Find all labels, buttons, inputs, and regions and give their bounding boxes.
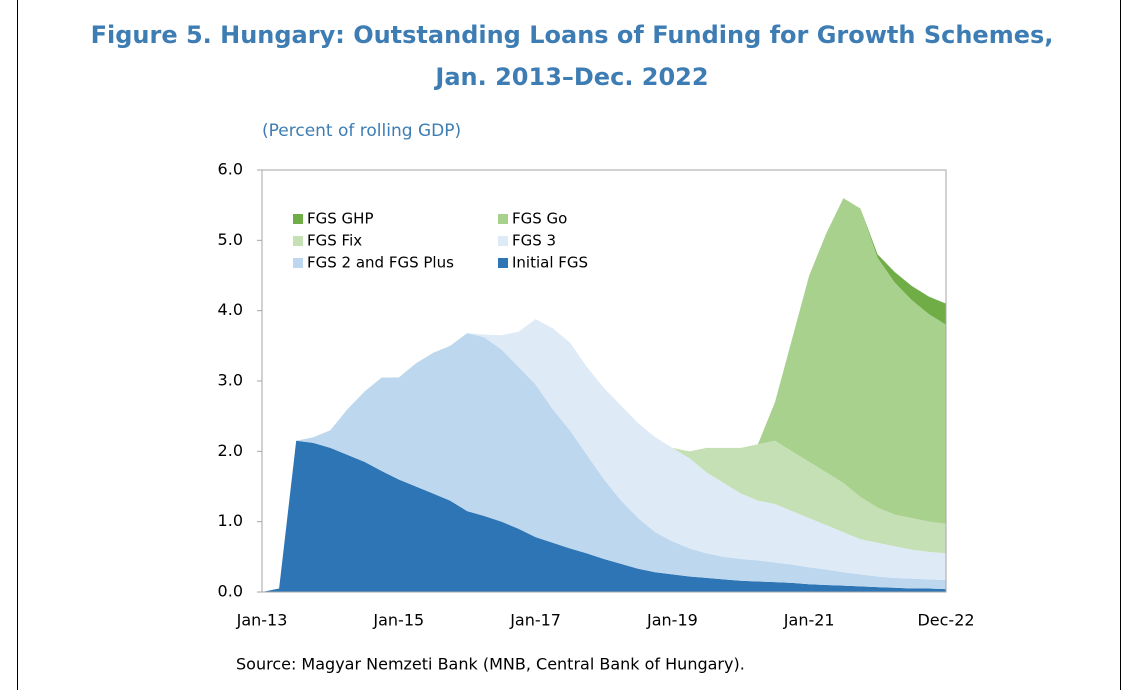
chart-subtitle: Jan. 2013–Dec. 2022 [433, 63, 708, 91]
legend-label: FGS Fix [307, 232, 362, 250]
y-axis-label: (Percent of rolling GDP) [262, 121, 461, 141]
y-tick-label: 1.0 [218, 511, 243, 530]
chart-title: Figure 5. Hungary: Outstanding Loans of … [91, 21, 1054, 49]
legend-swatch [498, 214, 508, 224]
y-tick-label: 4.0 [218, 300, 243, 319]
y-tick-label: 3.0 [218, 371, 243, 390]
legend-label: FGS GHP [307, 210, 374, 228]
legend-swatch [498, 236, 508, 246]
legend-swatch [293, 214, 303, 224]
legend-label: FGS 3 [512, 232, 556, 250]
x-tick-label: Jan-19 [646, 611, 698, 630]
x-tick-label: Dec-22 [917, 611, 974, 630]
legend-label: Initial FGS [512, 254, 588, 272]
legend-label: FGS Go [512, 210, 567, 228]
area [262, 198, 946, 592]
x-tick-label: Jan-21 [783, 611, 835, 630]
legend-label: FGS 2 and FGS Plus [307, 254, 454, 272]
source-note: Source: Magyar Nemzeti Bank (MNB, Centra… [236, 655, 745, 674]
x-tick-label: Jan-17 [509, 611, 561, 630]
area [262, 440, 946, 592]
legend-swatch [498, 258, 508, 268]
x-tick-label: Jan-13 [236, 611, 288, 630]
y-tick-label: 5.0 [218, 230, 243, 249]
legend-swatch [293, 258, 303, 268]
x-tick-label: Jan-15 [372, 611, 424, 630]
y-tick-label: 0.0 [218, 582, 243, 601]
y-tick-label: 6.0 [218, 160, 243, 179]
area [262, 319, 946, 592]
y-tick-label: 2.0 [218, 441, 243, 460]
legend-swatch [293, 236, 303, 246]
area [262, 333, 946, 592]
